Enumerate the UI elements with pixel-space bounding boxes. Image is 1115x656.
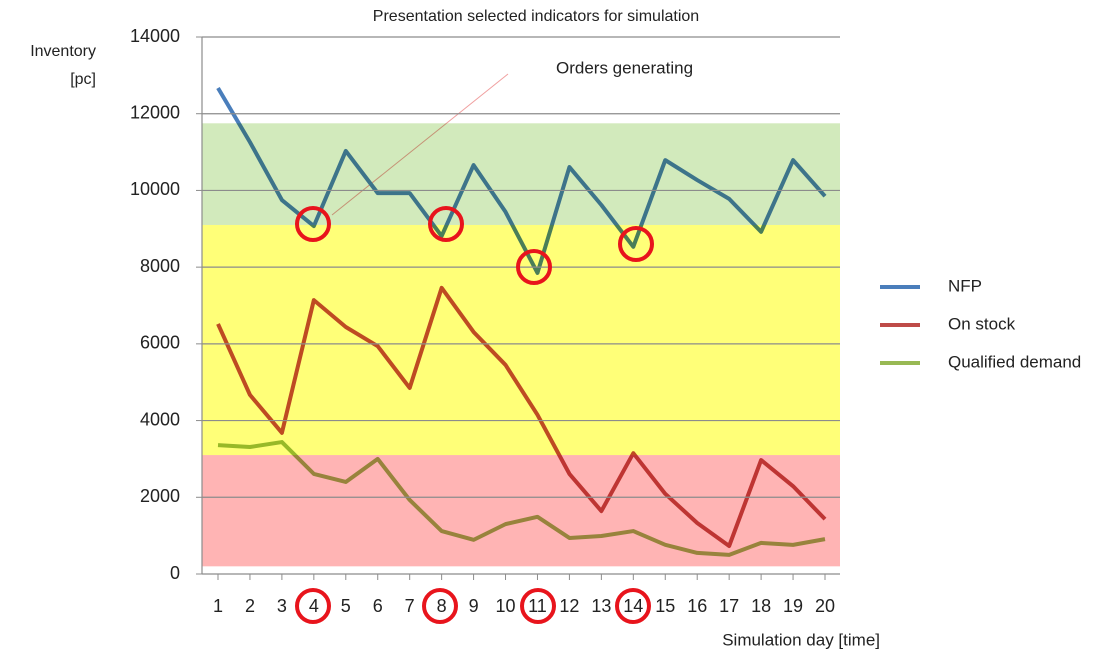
highlights — [295, 206, 654, 624]
zone-band — [202, 123, 840, 225]
y-tick-label: 8000 — [140, 256, 180, 276]
highlight-circle — [520, 588, 556, 624]
x-tick-label: 1 — [213, 596, 223, 616]
x-tick-label: 16 — [687, 596, 707, 616]
x-tick-label: 5 — [341, 596, 351, 616]
y-tick-label: 6000 — [140, 333, 180, 353]
y-axis-title: Inventory [pc] — [30, 43, 96, 88]
y-tick-label: 10000 — [130, 179, 180, 199]
y-tick-label: 4000 — [140, 409, 180, 429]
x-tick-label: 7 — [405, 596, 415, 616]
x-tick-label: 19 — [783, 596, 803, 616]
legend-label: NFP — [948, 276, 982, 295]
x-tick-label: 8 — [437, 596, 447, 616]
x-tick-label: 6 — [373, 596, 383, 616]
annotation: Orders generating — [556, 58, 693, 77]
highlight-circle — [428, 206, 464, 242]
x-tick-label: 13 — [591, 596, 611, 616]
x-tick-label: 15 — [655, 596, 675, 616]
y-tick-label: 2000 — [140, 486, 180, 506]
x-tick-label: 4 — [309, 596, 319, 616]
x-tick-label: 20 — [815, 596, 835, 616]
highlight-circle — [295, 206, 331, 242]
highlight-circle — [615, 588, 651, 624]
legend-label: On stock — [948, 314, 1016, 333]
y-tick-label: 0 — [170, 563, 180, 583]
x-tick-label: 2 — [245, 596, 255, 616]
x-tick-label: 11 — [528, 596, 547, 616]
zone-band — [202, 455, 840, 567]
highlight-circle — [422, 588, 458, 624]
x-tick-label: 3 — [277, 596, 287, 616]
x-tick-label: 9 — [469, 596, 479, 616]
x-tick-label: 17 — [719, 596, 739, 616]
y-tick-label: 12000 — [130, 102, 180, 122]
highlight-circle — [295, 588, 331, 624]
x-tick-label: 12 — [559, 596, 579, 616]
chart-title: Presentation selected indicators for sim… — [373, 8, 699, 25]
x-tick-label: 14 — [623, 596, 643, 616]
highlight-circle — [516, 249, 552, 285]
y-tick-label: 14000 — [130, 26, 180, 46]
x-tick-label: 18 — [751, 596, 771, 616]
legend-label: Qualified demand — [948, 352, 1081, 371]
highlight-circle — [618, 226, 654, 262]
x-axis-title: Simulation day [time] — [722, 630, 880, 649]
zone-band — [202, 224, 840, 456]
x-tick-label: 10 — [496, 596, 516, 616]
